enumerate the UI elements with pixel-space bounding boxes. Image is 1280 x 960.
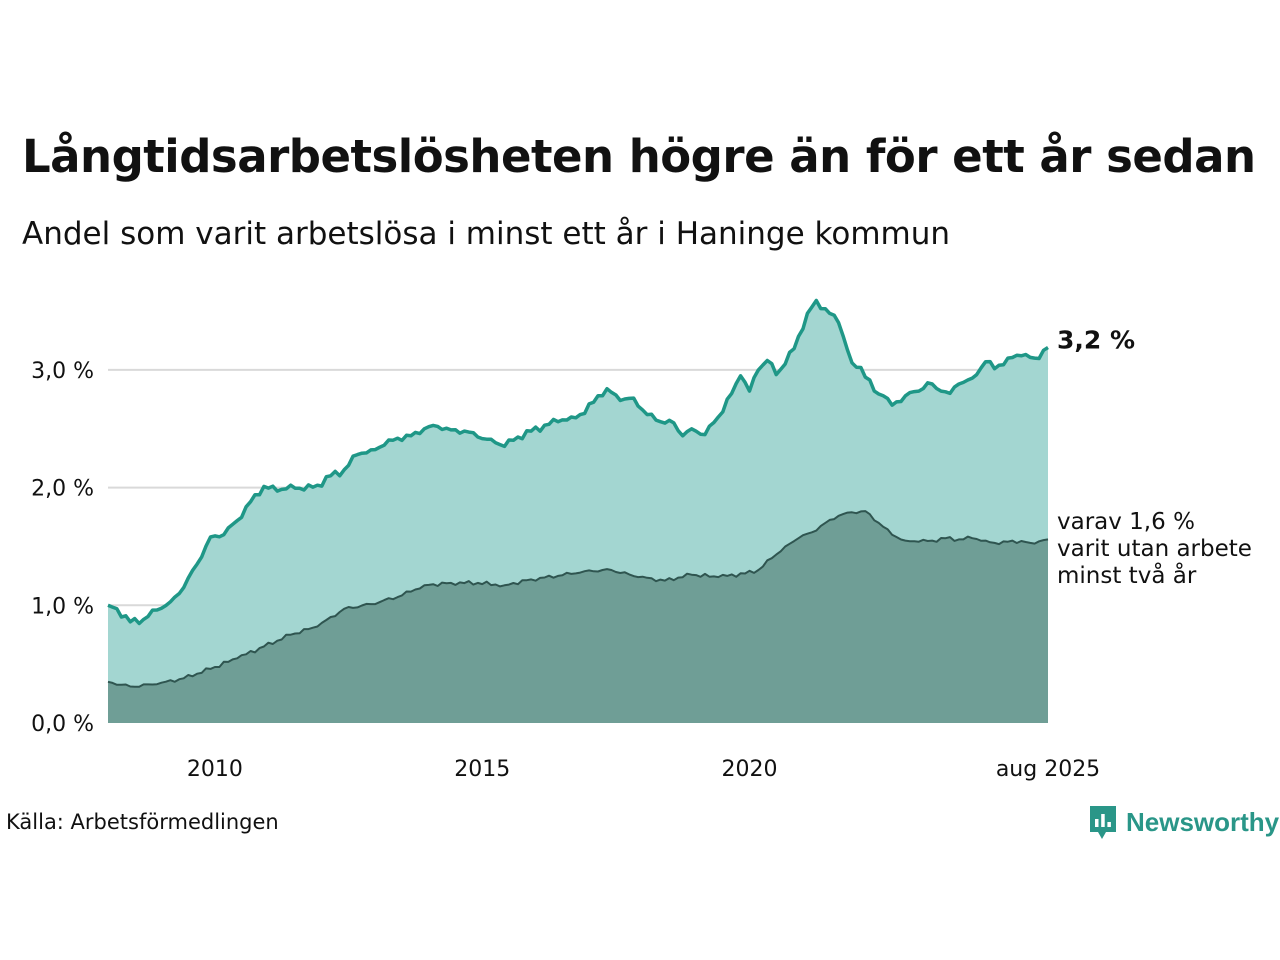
series2-line [107,510,1049,688]
series1-line [107,298,1049,626]
x-tick-label-1: 2015 [454,757,510,782]
x-axis: 2010 2015 2020 aug 2025 [187,757,1100,782]
series2-end-label-0: varav 1,6 % [1057,509,1195,535]
y-tick-label-3: 3,0 % [31,359,94,384]
series2-area [108,511,1048,723]
source-note: Källa: Arbetsförmedlingen [6,810,279,834]
series-areas [107,298,1049,723]
y-axis: 0,0 % 1,0 % 2,0 % 3,0 % [31,359,94,737]
brand-name: Newsworthy [1126,806,1280,837]
x-tick-label-3: aug 2025 [996,757,1100,782]
chart-title: Långtidsarbetslösheten högre än för ett … [22,130,1256,183]
y-tick-label-0: 0,0 % [31,712,94,737]
x-tick-label-2: 2020 [722,757,778,782]
x-tick-label-0: 2010 [187,757,243,782]
y-tick-label-1: 1,0 % [31,594,94,619]
chart-subtitle: Andel som varit arbetslösa i minst ett å… [22,216,951,252]
newsworthy-chart-bubble-icon [1090,806,1116,839]
series1-end-label: 3,2 % [1057,325,1135,354]
y-tick-label-2: 2,0 % [31,477,94,502]
series2-end-label-1: varit utan arbete [1057,536,1252,562]
newsworthy-logo: Newsworthy [1088,804,1279,840]
series2-end-label-2: minst två år [1057,561,1197,589]
